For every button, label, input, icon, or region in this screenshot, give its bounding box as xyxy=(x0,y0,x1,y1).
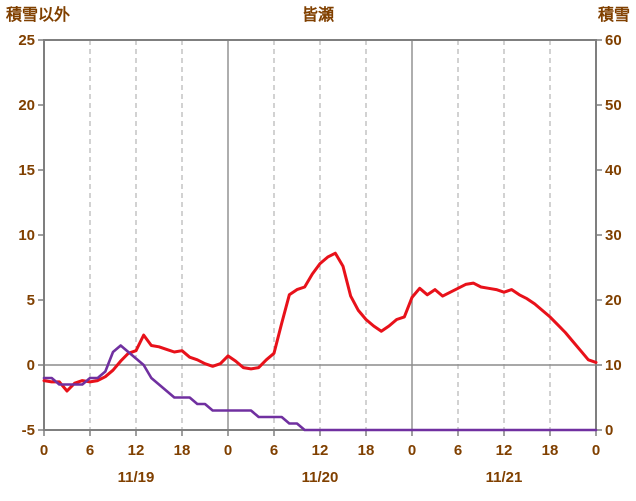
right-axis-tick-label: 60 xyxy=(605,32,622,49)
date-label: 11/19 xyxy=(118,469,155,486)
x-axis-tick-label: 6 xyxy=(270,442,278,459)
left-axis-tick-label: -5 xyxy=(22,422,35,439)
x-axis-tick-label: 12 xyxy=(496,442,513,459)
left-axis-tick-label: 10 xyxy=(18,227,35,244)
x-axis-tick-label: 12 xyxy=(312,442,329,459)
temperature-line xyxy=(42,251,598,393)
x-axis-tick-label: 0 xyxy=(224,442,232,459)
right-axis-tick-label: 10 xyxy=(605,357,622,374)
left-axis-tick-label: 15 xyxy=(18,162,35,179)
left-axis-tick-label: 20 xyxy=(18,97,35,114)
x-axis-tick-label: 0 xyxy=(592,442,600,459)
right-axis-tick-label: 30 xyxy=(605,227,622,244)
station-title: 皆瀬 xyxy=(302,5,334,24)
x-axis-tick-label: 0 xyxy=(40,442,48,459)
left-axis-title: 積雪以外 xyxy=(5,5,70,24)
right-axis-tick-label: 0 xyxy=(605,422,613,439)
right-axis-title: 積雪 xyxy=(597,5,630,24)
left-axis-tick-label: 5 xyxy=(27,292,35,309)
date-label: 11/21 xyxy=(486,469,523,486)
x-axis-tick-label: 12 xyxy=(128,442,145,459)
left-axis-tick-label: 25 xyxy=(18,32,35,49)
x-axis-tick-label: 6 xyxy=(454,442,462,459)
x-axis-tick-label: 18 xyxy=(542,442,559,459)
right-axis-tick-label: 20 xyxy=(605,292,622,309)
x-axis-tick-label: 6 xyxy=(86,442,94,459)
x-axis-tick-label: 18 xyxy=(358,442,375,459)
left-axis-tick-label: 0 xyxy=(27,357,35,374)
x-axis-tick-label: 18 xyxy=(174,442,191,459)
right-axis-tick-label: 40 xyxy=(605,162,622,179)
snow-depth-line xyxy=(42,344,598,432)
x-axis-tick-label: 0 xyxy=(408,442,416,459)
right-axis-tick-label: 50 xyxy=(605,97,622,114)
date-label: 11/20 xyxy=(302,469,339,486)
